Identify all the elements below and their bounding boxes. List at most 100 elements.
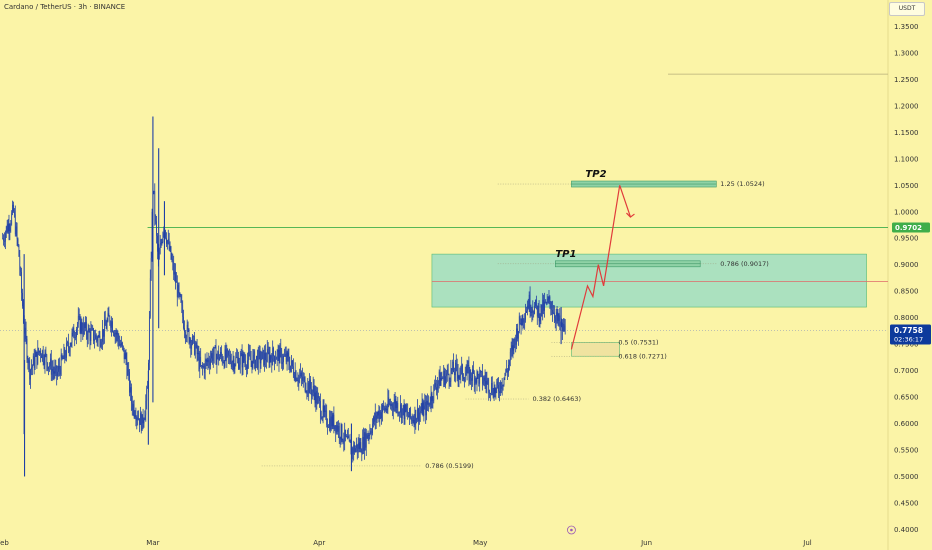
candle-body-598	[539, 316, 541, 322]
candle-body-22	[21, 271, 22, 293]
candle-body-76	[69, 346, 71, 352]
candle-body-126	[114, 332, 116, 337]
candle-body-37	[34, 356, 36, 368]
candle-body-596	[537, 305, 539, 317]
candle-body-525	[473, 373, 475, 385]
candle-body-131	[119, 343, 121, 346]
candles	[2, 183, 566, 463]
candle-body-624	[563, 323, 564, 331]
candle-body-36	[33, 355, 35, 368]
y-tick-label-17: 0.5500	[894, 447, 919, 455]
candle-body-535	[482, 382, 484, 384]
candle-body-445	[401, 408, 403, 419]
candle-body-62	[57, 371, 58, 377]
candle-body-164	[149, 316, 150, 363]
candle-body-216	[195, 342, 197, 347]
candle-body-284	[257, 355, 258, 368]
candle-body-153	[139, 418, 140, 425]
currency-selector[interactable]: USDT	[889, 2, 925, 16]
candle-body-325	[293, 375, 295, 380]
candle-body-620	[559, 315, 561, 326]
candle-body-77	[70, 342, 72, 347]
x-tick-label-1: Feb	[0, 539, 9, 547]
candle-body-427	[385, 407, 387, 411]
candle-body-461	[416, 418, 418, 423]
candle-body-130	[118, 339, 120, 346]
candle-body-592	[534, 305, 535, 314]
candle-body-226	[204, 360, 206, 373]
candle-body-545	[491, 383, 493, 394]
candle-body-49	[45, 352, 47, 355]
candle-body-172	[156, 221, 157, 236]
candle-body-539	[486, 380, 488, 385]
candle-body-468	[422, 402, 424, 416]
candle-body-504	[455, 362, 456, 376]
candle-body-332	[300, 372, 301, 377]
candle-body-61	[56, 365, 58, 377]
candle-body-35	[32, 355, 34, 366]
candle-body-433	[391, 403, 392, 406]
candle-body-85	[77, 316, 79, 325]
x-tick-label-5: Jun	[640, 539, 652, 547]
candle-body-456	[411, 417, 413, 422]
target-label-tp1: TP1	[555, 249, 576, 260]
candle-body-141	[128, 369, 130, 372]
candle-body-555	[500, 382, 502, 389]
candle-body-92	[84, 323, 85, 329]
candle-body-569	[513, 338, 515, 351]
candle-body-256	[231, 362, 233, 367]
candle-body-100	[91, 328, 93, 330]
candle-body-304	[275, 359, 276, 363]
candle-body-263	[238, 357, 239, 369]
candle-body-52	[48, 366, 49, 370]
candle-body-448	[404, 404, 406, 420]
y-axis[interactable]: 1.3500 1.3000 1.2500 1.2000 1.1500 1.1000 1.05…	[894, 23, 919, 534]
candle-body-75	[68, 347, 70, 352]
candle-body-458	[413, 420, 415, 426]
candle-body-72	[66, 343, 67, 358]
candle-body-490	[442, 378, 444, 379]
candle-body-109	[99, 335, 101, 347]
candle-body-157	[142, 414, 144, 424]
candle-body-279	[252, 355, 254, 368]
candle-body-233	[211, 353, 212, 359]
candle-body-33	[31, 367, 32, 370]
candle-body-536	[483, 377, 485, 383]
candle-body-120	[109, 316, 111, 323]
candle-body-200	[181, 301, 183, 306]
candle-body-416	[375, 412, 377, 420]
x-axis[interactable]: Feb Mar Apr May Jun Jul	[0, 539, 812, 547]
candle-body-579	[522, 315, 524, 323]
candle-body-503	[454, 371, 455, 376]
candle-body-1	[2, 238, 4, 239]
candle-body-498	[449, 381, 451, 382]
candle-body-306	[276, 351, 278, 359]
candle-body-139	[126, 359, 128, 376]
candle-body-114	[104, 319, 105, 337]
candle-body-82	[75, 337, 76, 338]
candle-body-217	[196, 342, 198, 355]
candle-body-2	[3, 238, 4, 241]
candle-body-272	[246, 366, 247, 369]
candle-body-34	[32, 365, 33, 368]
candle-body-547	[493, 387, 495, 398]
current-price-countdown: 02:36:17	[894, 335, 923, 343]
candle-body-606	[546, 299, 548, 304]
candle-body-84	[77, 324, 78, 330]
candle-body-338	[305, 390, 307, 393]
candle-body-584	[527, 305, 528, 311]
candle-body-553	[499, 391, 500, 394]
candle-body-367	[331, 416, 333, 427]
candle-body-158	[143, 419, 145, 424]
candle-body-438	[395, 399, 397, 409]
candle-body-343	[310, 379, 311, 389]
candle-body-106	[96, 338, 98, 342]
candle-body-405	[365, 433, 367, 448]
event-marker-icon[interactable]	[567, 525, 576, 535]
candle-body-60	[55, 365, 57, 369]
candle-body-258	[233, 359, 235, 370]
candle-body-241	[218, 351, 220, 361]
candle-body-152	[138, 418, 139, 420]
